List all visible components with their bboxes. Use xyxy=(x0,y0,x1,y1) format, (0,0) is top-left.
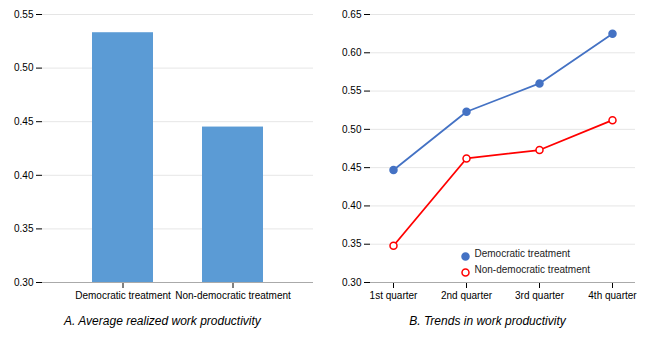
svg-text:0.50: 0.50 xyxy=(342,124,362,135)
svg-text:0.60: 0.60 xyxy=(342,47,362,58)
svg-text:Non-democratic treatment: Non-democratic treatment xyxy=(475,264,591,275)
svg-text:Democratic treatment: Democratic treatment xyxy=(475,248,571,259)
svg-text:4th quarter: 4th quarter xyxy=(588,290,637,301)
svg-text:2nd quarter: 2nd quarter xyxy=(441,290,493,301)
svg-text:0.45: 0.45 xyxy=(342,162,362,173)
svg-text:0.55: 0.55 xyxy=(14,9,34,20)
svg-text:0.30: 0.30 xyxy=(14,277,34,288)
svg-text:Non-democratic treatment: Non-democratic treatment xyxy=(175,290,291,301)
svg-text:0.65: 0.65 xyxy=(342,9,362,20)
svg-text:Democratic treatment: Democratic treatment xyxy=(75,290,171,301)
svg-text:0.35: 0.35 xyxy=(342,238,362,249)
svg-text:0.45: 0.45 xyxy=(14,116,34,127)
html-text:B. Trends in work productivity: B. Trends in work productivity xyxy=(409,314,566,328)
html-text:A. Average realized work produ: A. Average realized work productivity xyxy=(64,314,261,328)
svg-text:0.35: 0.35 xyxy=(14,223,34,234)
svg-text:0.55: 0.55 xyxy=(342,85,362,96)
svg-text:1st quarter: 1st quarter xyxy=(370,290,418,301)
svg-text:0.40: 0.40 xyxy=(342,200,362,211)
svg-text:0.50: 0.50 xyxy=(14,62,34,73)
svg-text:0.40: 0.40 xyxy=(14,170,34,181)
svg-text:3rd quarter: 3rd quarter xyxy=(515,290,565,301)
svg-text:0.30: 0.30 xyxy=(342,277,362,288)
